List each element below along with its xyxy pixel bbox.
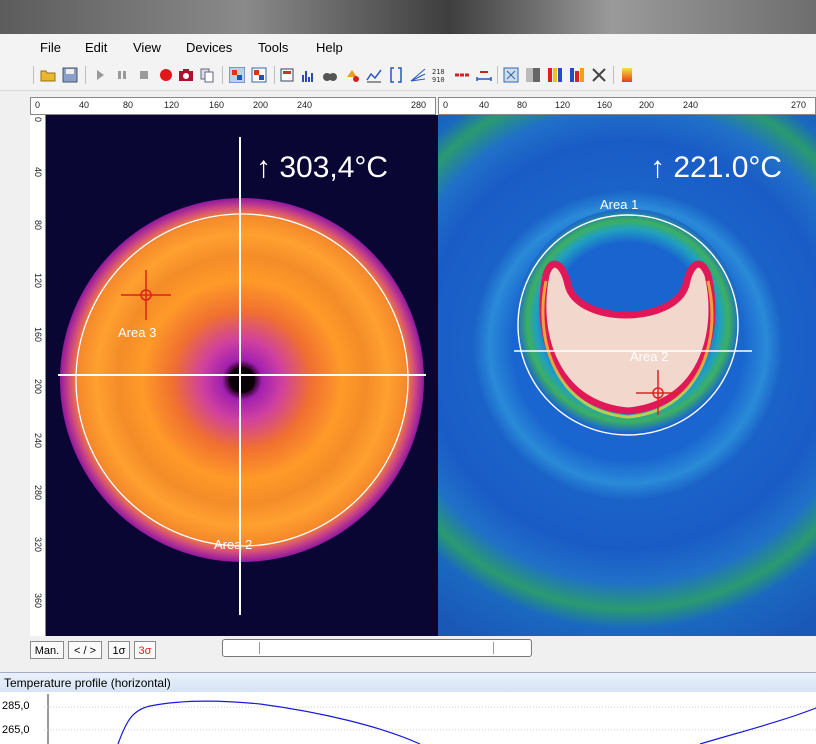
bracket-icon[interactable]	[388, 67, 404, 83]
svg-text:218: 218	[432, 68, 445, 76]
thermal-disc-left	[58, 137, 426, 615]
area3-label: Area 3	[118, 325, 157, 340]
area1-label: Area 1	[600, 197, 639, 212]
window-title-bar	[0, 0, 816, 34]
menu-bar: File Edit View Devices Tools Help	[0, 34, 816, 60]
profile-panel-header: Temperature profile (horizontal)	[0, 672, 816, 693]
record-icon[interactable]	[158, 67, 174, 83]
manual-scale-button[interactable]: Man.	[30, 641, 64, 659]
tools-icon[interactable]	[591, 67, 607, 83]
ruler-label: 80	[33, 220, 43, 231]
ruler-label: 80	[123, 100, 134, 110]
horizontal-ruler-right: 0 40 80 120 160 200 240 270	[438, 97, 816, 115]
menu-edit[interactable]: Edit	[85, 40, 108, 55]
ruler-label: 240	[297, 100, 313, 110]
stop-icon[interactable]	[136, 67, 152, 83]
ruler-label: 160	[597, 100, 613, 110]
profile-y-label: 265,0	[2, 724, 30, 736]
one-sigma-button[interactable]: 1σ	[108, 641, 130, 659]
ruler-label: 240	[683, 100, 699, 110]
ruler-label: 80	[517, 100, 528, 110]
image-icon[interactable]	[280, 67, 296, 83]
color-bar-icon[interactable]	[619, 67, 635, 83]
toolbar: 218 910	[0, 60, 816, 91]
copy-icon[interactable]	[199, 67, 215, 83]
ruler-label: 320	[33, 537, 43, 553]
gray-palette-icon[interactable]	[525, 67, 541, 83]
profile-title: Temperature profile (horizontal)	[4, 676, 171, 690]
range-toggle-button[interactable]: < / >	[68, 641, 102, 659]
ruler-label: 240	[33, 433, 43, 449]
max-temperature-label: ↑ 221.0°C	[650, 151, 783, 184]
area2-label: Area 2	[214, 537, 253, 552]
open-icon[interactable]	[40, 67, 56, 83]
menu-tools[interactable]: Tools	[258, 40, 289, 55]
snapshot-camera-icon[interactable]	[178, 67, 194, 83]
svg-text:910: 910	[432, 76, 445, 83]
dashes-icon[interactable]	[454, 67, 470, 83]
palette-range-slider[interactable]	[222, 639, 532, 657]
horizontal-ruler-left: 0 40 80 120 160 200 240 280	[30, 97, 436, 115]
layout-icon[interactable]	[229, 67, 245, 83]
profile-y-label: 285,0	[2, 700, 30, 712]
ruler-label: 270	[791, 100, 807, 110]
crosshair-marker-area3[interactable]	[121, 270, 171, 320]
ruler-label: 120	[164, 100, 180, 110]
palette-icon[interactable]	[547, 67, 563, 83]
ruler-label: 200	[253, 100, 269, 110]
ruler-label: 200	[33, 379, 43, 395]
trend-icon[interactable]	[410, 67, 426, 83]
ruler-label: 200	[639, 100, 655, 110]
ruler-label: 40	[33, 167, 43, 178]
ruler-label: 120	[555, 100, 571, 110]
vertical-ruler: 0 40 80 120 160 200 240 280 320 360	[30, 115, 46, 636]
ruler-label: 120	[33, 273, 43, 289]
area2-label: Area 2	[630, 349, 669, 364]
ruler-label: 360	[33, 593, 43, 609]
layout2-icon[interactable]	[251, 67, 267, 83]
ruler-label: 160	[209, 100, 225, 110]
menu-file[interactable]: File	[40, 40, 61, 55]
save-icon[interactable]	[62, 67, 78, 83]
thermal-image-left[interactable]: ↑ 303,4°C Area 3 Area 2	[46, 115, 438, 636]
max-temperature-label: ↑ 303,4°C	[256, 151, 389, 184]
pause-icon[interactable]	[114, 67, 130, 83]
play-icon[interactable]	[92, 67, 108, 83]
thermal-image-right[interactable]: ↑ 221.0°C Area 1 Area 2	[438, 115, 816, 636]
ruler-label: 0	[35, 100, 41, 110]
ruler-label: 280	[411, 100, 427, 110]
binoculars-icon[interactable]	[322, 67, 338, 83]
ruler-label: 0	[443, 100, 449, 110]
ruler-label: 40	[479, 100, 490, 110]
paint-icon[interactable]	[344, 67, 360, 83]
thermal-disc-right	[438, 115, 816, 636]
palette2-icon[interactable]	[569, 67, 585, 83]
menu-devices[interactable]: Devices	[186, 40, 233, 55]
profile-plot	[44, 694, 816, 744]
measure-icon[interactable]	[476, 67, 492, 83]
three-sigma-button[interactable]: 3σ	[134, 641, 156, 659]
ruler-label: 160	[33, 327, 43, 343]
histogram-icon[interactable]	[300, 67, 316, 83]
menu-help[interactable]: Help	[316, 40, 343, 55]
ruler-label: 0	[33, 117, 43, 123]
line-profile-icon[interactable]	[366, 67, 382, 83]
ruler-label: 280	[33, 485, 43, 501]
temperature-profile-chart: 285,0 265,0	[0, 692, 816, 744]
crosshair-marker-area2[interactable]	[636, 370, 680, 415]
ruler-label: 40	[79, 100, 90, 110]
menu-view[interactable]: View	[133, 40, 161, 55]
fullscreen-icon[interactable]	[503, 67, 519, 83]
